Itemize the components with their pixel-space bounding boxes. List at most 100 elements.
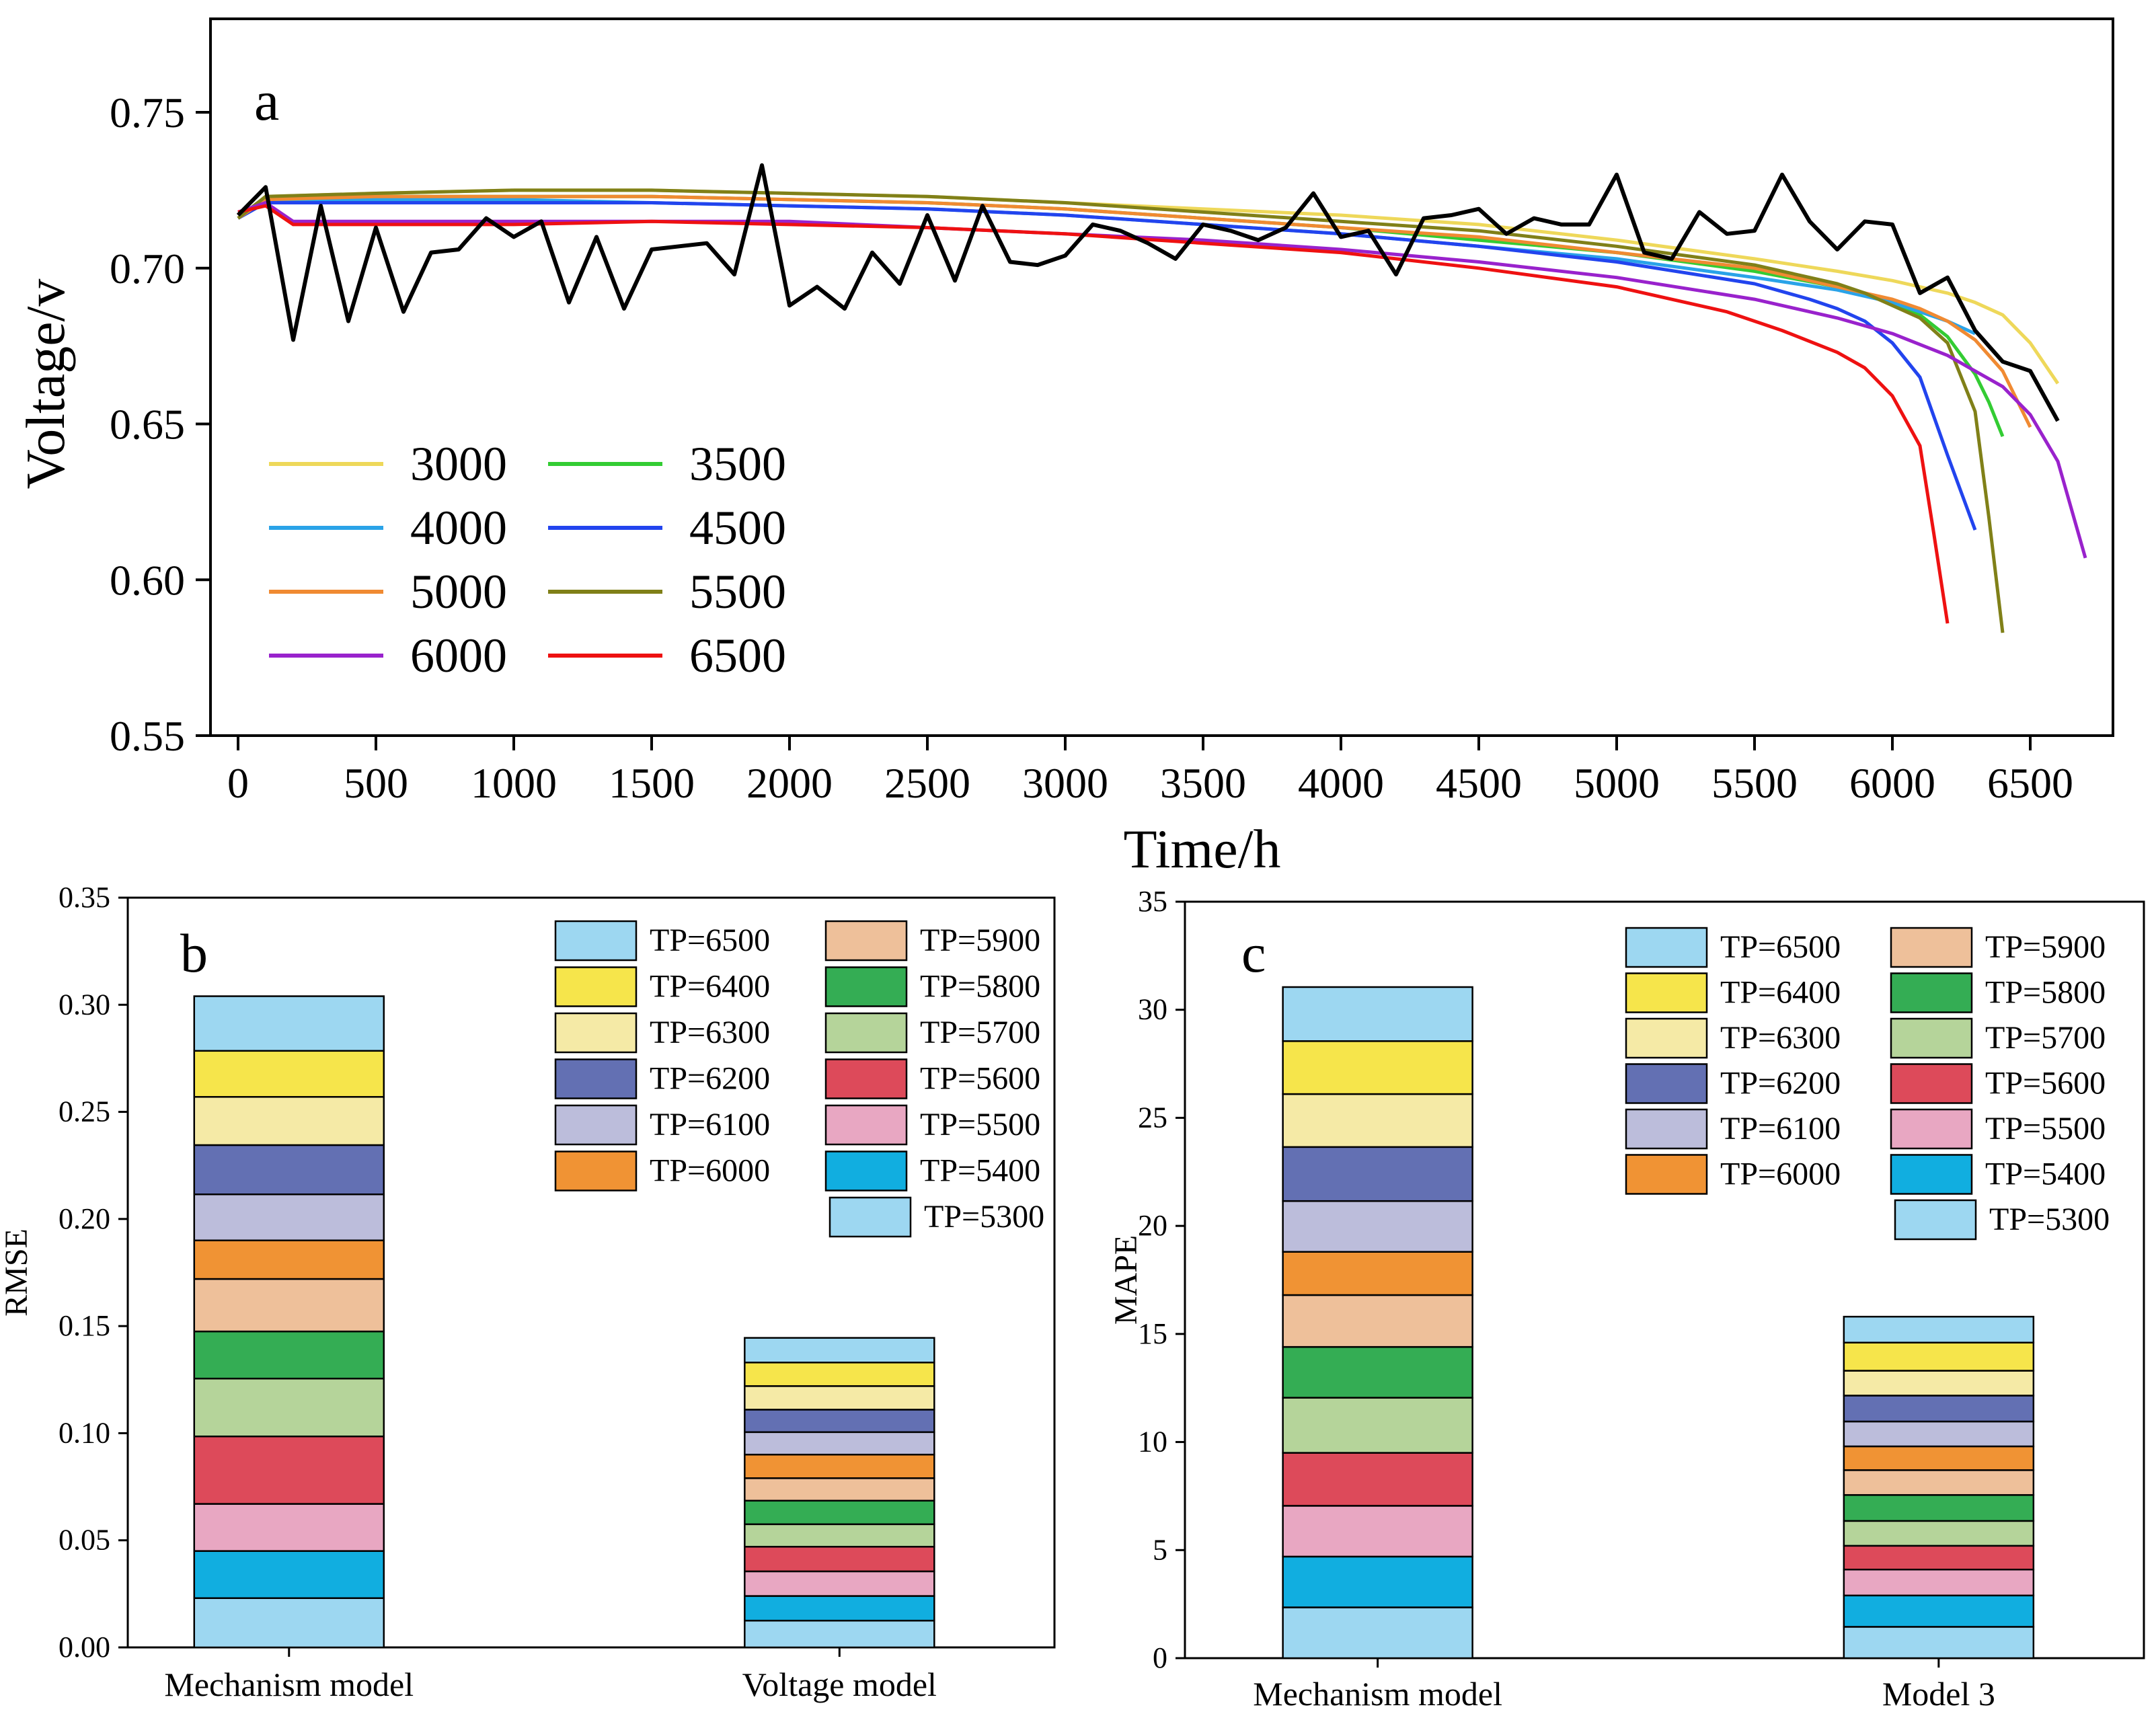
bar-segment-tp-6300 <box>1282 1093 1473 1148</box>
y-tick-label: 0.10 <box>59 1416 110 1449</box>
legend-label-TP=5600: TP=5600 <box>920 1061 1040 1097</box>
bar-segment-tp-5900 <box>1282 1294 1473 1348</box>
legend-label-4000: 4000 <box>410 501 507 555</box>
y-tick-label: 10 <box>1138 1426 1167 1458</box>
y-tick-label: 0.75 <box>110 89 185 136</box>
legend-swatch-TP=6200 <box>554 1058 638 1099</box>
x-category-label: Voltage model <box>742 1666 937 1703</box>
bar-segment-tp-6300 <box>193 1096 385 1146</box>
bar-segment-tp-6200 <box>1282 1146 1473 1202</box>
legend-label-TP=6100: TP=6100 <box>1720 1111 1841 1146</box>
bar-segment-tp-6100 <box>1843 1420 2035 1448</box>
bar-segment-tp-6000 <box>193 1239 385 1280</box>
legend-label-TP=5700: TP=5700 <box>1985 1020 2106 1056</box>
legend-label-3500: 3500 <box>689 437 786 491</box>
panel-letter-c: c <box>1241 923 1266 984</box>
legend-swatch-TP=6300 <box>554 1012 638 1054</box>
legend-swatch-TP=5800 <box>1890 972 1973 1013</box>
bar-segment-tp-5500 <box>193 1503 385 1552</box>
legend-label-TP=6200: TP=6200 <box>650 1061 770 1097</box>
legend-swatch-TP=5800 <box>824 966 908 1007</box>
legend-label-TP=5500: TP=5500 <box>920 1107 1040 1142</box>
panel-b-rmse-bar-chart: 0.00 0.05 0.10 0.15 0.20 0.25 0.30 0.35 RMSE b Mec… <box>0 881 1056 1703</box>
legend-label-6000: 6000 <box>410 629 507 682</box>
y-tick-label: 35 <box>1138 885 1167 918</box>
bar-segment-tp-6500 <box>744 1337 935 1364</box>
bar-segment-tp-6500 <box>1843 1315 2035 1343</box>
series-line-5500 <box>237 188 2005 633</box>
panel-letter-a: a <box>254 70 279 132</box>
legend-swatch-TP=6400 <box>554 966 638 1007</box>
y-tick-label: 0.00 <box>59 1631 110 1664</box>
bar-segment-tp-6200 <box>193 1144 385 1196</box>
legend-label-3000: 3000 <box>410 437 507 491</box>
bar-segment-tp-6000 <box>1843 1445 2035 1471</box>
panel-letter-b: b <box>180 923 208 984</box>
legend-swatch-TP=5500 <box>824 1104 908 1146</box>
bar-segment-tp-6100 <box>193 1193 385 1241</box>
legend-swatch-TP=5700 <box>824 1012 908 1054</box>
plot-frame-b <box>126 896 1056 1649</box>
bar-segment-tp-6500 <box>193 995 385 1052</box>
bar-segment-tp-5800 <box>744 1499 935 1526</box>
bar-segment-tp-5300 <box>1843 1626 2035 1660</box>
legend-swatch-TP=6200 <box>1625 1063 1708 1104</box>
panel-c-mape-bar-chart: 0 5 10 15 20 25 30 35 MAPE c Mechanism model Model … <box>1108 885 2145 1713</box>
x-tick-label: 2000 <box>746 759 833 807</box>
y-tick-label: 0.65 <box>110 401 185 448</box>
legend-swatch-TP=5300 <box>829 1196 912 1238</box>
x-tick-label: 4000 <box>1298 759 1384 807</box>
bar-segment-tp-5700 <box>1843 1520 2035 1547</box>
x-tick-label: 2500 <box>884 759 970 807</box>
y-axis-title: RMSE <box>0 1228 34 1317</box>
legend-label-TP=5600: TP=5600 <box>1985 1066 2106 1101</box>
bar-segment-tp-6200 <box>1843 1395 2035 1423</box>
x-tick-label: 6500 <box>1987 759 2073 807</box>
x-tick-label: 6000 <box>1849 759 1935 807</box>
legend-label-TP=5400: TP=5400 <box>1985 1157 2106 1192</box>
legend-swatch-TP=5900 <box>824 920 908 962</box>
legend-swatch-TP=6000 <box>554 1150 638 1192</box>
y-tick-label: 0.30 <box>59 988 110 1021</box>
legend-label-TP=5800: TP=5800 <box>920 969 1040 1005</box>
y-axis-title: Voltage/v <box>15 279 76 490</box>
legend-swatch-TP=5300 <box>1894 1199 1977 1241</box>
y-tick-label: 20 <box>1138 1209 1167 1242</box>
bar-segment-tp-5300 <box>744 1619 935 1649</box>
bar-segment-tp-5700 <box>744 1523 935 1548</box>
legend-label-6500: 6500 <box>689 629 786 682</box>
legend-label-TP=6400: TP=6400 <box>650 969 770 1005</box>
bar-segment-tp-6200 <box>744 1409 935 1434</box>
y-tick-label: 0 <box>1153 1641 1167 1674</box>
legend-swatch-TP=6400 <box>1625 972 1708 1013</box>
bar-segment-tp-5800 <box>1843 1494 2035 1522</box>
x-tick-label: 5500 <box>1711 759 1798 807</box>
series-line-5000 <box>237 194 2032 428</box>
bar-segment-tp-5500 <box>1843 1568 2035 1597</box>
y-tick-label: 0.55 <box>110 712 185 760</box>
bar-segment-tp-5300 <box>193 1597 385 1649</box>
legend-swatch-TP=5600 <box>1890 1063 1973 1104</box>
bar-segment-tp-5600 <box>1843 1545 2035 1571</box>
bar-segment-tp-6400 <box>1843 1341 2035 1372</box>
bar-segment-tp-5700 <box>193 1377 385 1438</box>
legend-label-TP=6400: TP=6400 <box>1720 975 1841 1011</box>
y-tick-label: 0.25 <box>59 1095 110 1128</box>
bar-segment-tp-5600 <box>1282 1452 1473 1507</box>
legend-label-TP=5900: TP=5900 <box>1985 929 2106 965</box>
bar-segment-tp-5300 <box>1282 1606 1473 1660</box>
y-tick-label: 0.35 <box>59 881 110 914</box>
y-tick-label: 15 <box>1138 1317 1167 1350</box>
plot-frame-a <box>209 17 2114 737</box>
y-tick-label: 0.20 <box>59 1202 110 1235</box>
legend-label-TP=5500: TP=5500 <box>1985 1111 2106 1146</box>
y-tick-label: 0.70 <box>110 245 185 292</box>
bar-segment-tp-6100 <box>744 1431 935 1456</box>
bar-segment-tp-6100 <box>1282 1200 1473 1253</box>
y-tick-label: 30 <box>1138 993 1167 1026</box>
bar-segment-tp-5700 <box>1282 1397 1473 1454</box>
y-tick-label: 0.60 <box>110 556 185 604</box>
legend-label-TP=6000: TP=6000 <box>650 1153 770 1189</box>
legend-swatch-TP=6100 <box>554 1104 638 1146</box>
